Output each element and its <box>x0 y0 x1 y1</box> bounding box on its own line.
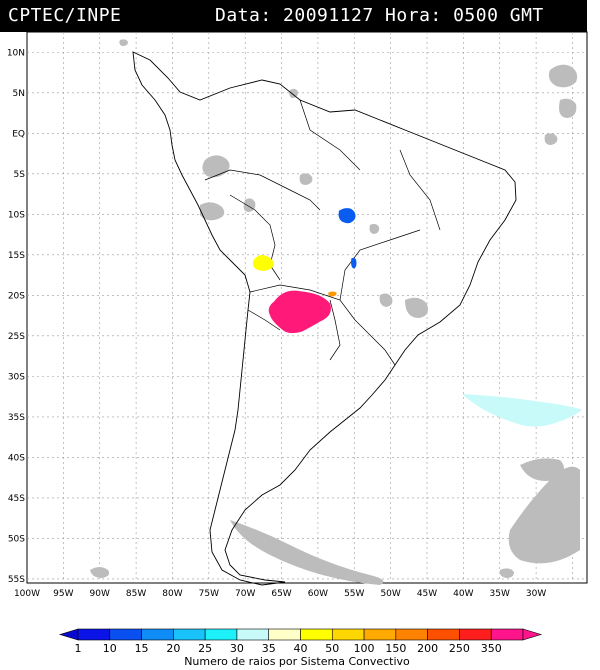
blue-cell-1 <box>338 208 356 224</box>
colorbar-segment <box>109 628 142 641</box>
lon-tick-label: 65W <box>271 589 291 599</box>
colorbar-segment <box>490 628 524 641</box>
colorbar-label: 15 <box>135 642 149 655</box>
colorbar-segment <box>268 628 301 641</box>
colorbar-label: 50 <box>325 642 339 655</box>
lon-tick-label: 55W <box>344 589 364 599</box>
colorbar-right-arrow <box>522 628 543 641</box>
datetime-label: Data: 20091127 Hora: 0500 GMT <box>215 5 544 26</box>
lat-tick-label: 5S <box>14 170 26 180</box>
lat-tick-label: 35S <box>8 413 25 423</box>
colorbar-label: 35 <box>262 642 276 655</box>
lon-tick-label: 85W <box>126 589 146 599</box>
colorbar-label: 25 <box>198 642 212 655</box>
lat-tick-label: 55S <box>8 575 25 585</box>
lon-tick-label: 70W <box>235 589 255 599</box>
lon-tick-label: 90W <box>90 589 110 599</box>
lat-tick-label: 25S <box>8 332 25 342</box>
lon-tick-label: 80W <box>162 589 182 599</box>
colorbar-label: 10 <box>103 642 117 655</box>
colorbar-label: 30 <box>230 642 244 655</box>
colorbar-segment <box>459 628 492 641</box>
orange-cell <box>328 291 337 297</box>
colorbar-left-arrow <box>58 628 79 641</box>
convective-systems <box>252 208 357 334</box>
graticule-grid <box>27 32 587 583</box>
yellow-cell <box>252 255 274 271</box>
lat-tick-label: 45S <box>8 494 25 504</box>
lon-tick-label: 75W <box>199 589 219 599</box>
colorbar-segment <box>395 628 428 641</box>
cloud-cover <box>90 39 580 585</box>
colorbar-title: Numero de raios por Sistema Convectivo <box>184 655 410 668</box>
cloud-band <box>462 394 582 427</box>
colorbar-segment <box>173 628 206 641</box>
lon-tick-label: 40W <box>453 589 473 599</box>
lon-tick-label: 35W <box>490 589 510 599</box>
lat-tick-label: 50S <box>8 534 25 544</box>
south-america-coastline <box>132 51 517 586</box>
colorbar-label: 100 <box>354 642 375 655</box>
lon-tick-label: 60W <box>308 589 328 599</box>
lon-tick-label: 45W <box>417 589 437 599</box>
source-label: CPTEC/INPE <box>8 5 122 26</box>
colorbar-segment <box>300 628 333 641</box>
colorbar-segment <box>77 628 111 641</box>
colorbar-label: 200 <box>417 642 438 655</box>
colorbar <box>58 628 543 641</box>
colorbar-label: 1 <box>75 642 82 655</box>
lat-tick-label: 40S <box>8 453 25 463</box>
colorbar-label: 40 <box>294 642 308 655</box>
lon-tick-label: 50W <box>380 589 400 599</box>
lat-tick-label: 30S <box>8 372 25 382</box>
header-bar: CPTEC/INPE Data: 20091127 Hora: 0500 GMT <box>0 0 587 32</box>
colorbar-segment <box>363 628 397 641</box>
lat-tick-label: EQ <box>12 129 25 139</box>
lat-tick-label: 10S <box>8 210 25 220</box>
colorbar-labels: 1 10 15 20 25 30 35 40 50 100 150 200 250 350 <box>75 642 502 655</box>
colorbar-segment <box>236 628 270 641</box>
colorbar-label: 250 <box>449 642 470 655</box>
lon-tick-label: 95W <box>53 589 73 599</box>
colorbar-segment <box>427 628 460 641</box>
country-borders <box>204 99 441 366</box>
lat-tick-label: 5N <box>13 89 25 99</box>
colorbar-label: 150 <box>385 642 406 655</box>
lon-tick-label: 100W <box>14 589 40 599</box>
colorbar-segment <box>204 628 238 641</box>
longitude-tick-labels: 100W 95W 90W 85W 80W 75W 70W 65W 60W 55W 50W 45W 40W… <box>14 589 546 599</box>
lat-tick-label: 15S <box>8 251 25 261</box>
colorbar-segment <box>331 628 365 641</box>
latitude-tick-labels: 10N 5N EQ 5S 10S 15S 20S 25S 30S 35S 40S 45S 50S 55S <box>7 48 25 585</box>
colorbar-label: 350 <box>481 642 502 655</box>
colorbar-segment <box>141 628 174 641</box>
blue-cell-2 <box>351 257 357 269</box>
magenta-cell <box>268 290 331 334</box>
lat-tick-label: 20S <box>8 291 25 301</box>
lat-tick-label: 10N <box>7 48 25 58</box>
colorbar-label: 20 <box>166 642 180 655</box>
lon-tick-label: 30W <box>526 589 546 599</box>
